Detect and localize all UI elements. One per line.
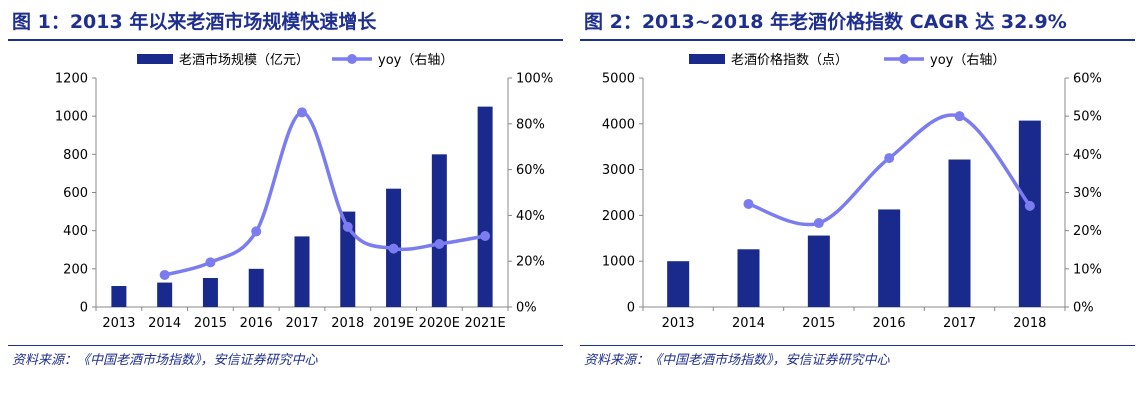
figure-2-top-rule: [580, 39, 1135, 41]
figure-1-title: 图 1：2013 年以来老酒市场规模快速增长: [12, 11, 377, 33]
figure-1: 图 1：2013 年以来老酒市场规模快速增长 0 200 400 600 800 1000…: [8, 0, 566, 401]
yoy-point: [434, 239, 445, 250]
left-tick-label: 400: [63, 224, 88, 239]
left-tick-label: 3000: [602, 163, 635, 178]
bar: [248, 268, 264, 307]
x-tick-label: 2013: [102, 316, 135, 331]
bar: [1018, 120, 1041, 308]
yoy-point: [884, 153, 895, 164]
bar: [111, 286, 127, 307]
figure-2: 图 2：2013~2018 年老酒价格指数 CAGR 达 32.9% 0 1000…: [580, 0, 1138, 401]
yoy-point: [743, 198, 754, 209]
legend-line-label: yoy（右轴）: [378, 53, 453, 68]
figure-2-source: 资料来源：《中国老酒市场指数》，安信证券研究中心: [584, 353, 890, 368]
left-tick-label: 0: [627, 301, 635, 316]
x-tick-label: 2015: [802, 316, 835, 331]
bar: [477, 106, 493, 307]
x-tick-label: 2018: [1013, 316, 1046, 331]
x-tick-label: 2017: [285, 316, 318, 331]
yoy-line: [164, 110, 486, 277]
right-tick-label: 40%: [1073, 148, 1102, 163]
x-tick-label: 2017: [943, 316, 976, 331]
right-tick-label: 80%: [516, 117, 545, 132]
legend-bar-label: 老酒价格指数（点）: [731, 52, 848, 68]
x-tick-label: 2014: [148, 316, 181, 331]
x-tick-label: 2021E: [464, 316, 505, 331]
x-tick-label: 2013: [662, 316, 695, 331]
left-tick-label: 1200: [55, 72, 88, 87]
bar: [340, 211, 356, 307]
left-tick-label: 1000: [602, 255, 635, 270]
right-tick-label: 60%: [516, 163, 545, 178]
figure-1-bottom-rule: [8, 345, 563, 346]
left-tick-label: 4000: [602, 117, 635, 132]
bar: [737, 249, 760, 307]
legend: 老酒市场规模（亿元） yoy（右轴）: [137, 52, 453, 68]
left-tick-label: 0: [80, 301, 88, 316]
bar: [294, 236, 310, 307]
x-tick-label: 2015: [194, 316, 227, 331]
figure-2-bottom-rule: [580, 345, 1135, 346]
yoy-line: [747, 113, 1032, 227]
figure-1-top-rule: [8, 39, 563, 41]
figure-2-title: 图 2：2013~2018 年老酒价格指数 CAGR 达 32.9%: [584, 11, 1067, 33]
legend-bar-swatch: [689, 54, 725, 64]
yoy-point: [480, 231, 491, 242]
x-tick-label: 2016: [873, 316, 906, 331]
left-tick-label: 5000: [602, 72, 635, 87]
figure-2-chart: 0 1000 2000 3000 4000 5000 0% 10% 20% 30% 40% 50% 60…: [602, 52, 1102, 331]
right-tick-label: 100%: [516, 72, 553, 87]
bar: [807, 235, 830, 307]
bar: [878, 209, 901, 307]
right-tick-label: 60%: [1073, 72, 1102, 87]
right-tick-label: 20%: [1073, 224, 1102, 239]
right-tick-label: 0%: [1073, 301, 1094, 316]
yoy-point: [251, 226, 262, 237]
figure-1-source: 资料来源：《中国老酒市场指数》，安信证券研究中心: [12, 353, 318, 368]
right-tick-label: 20%: [516, 255, 545, 270]
right-tick-label: 10%: [1073, 262, 1102, 277]
right-tick-label: 50%: [1073, 110, 1102, 125]
yoy-point: [205, 257, 216, 268]
bar: [157, 282, 173, 307]
left-tick-label: 1000: [55, 110, 88, 125]
yoy-point: [813, 218, 824, 229]
x-tick-label: 2014: [732, 316, 765, 331]
yoy-point: [159, 269, 170, 280]
left-tick-label: 800: [63, 148, 88, 163]
yoy-point: [388, 243, 399, 254]
x-tick-label: 2018: [331, 316, 364, 331]
legend-line-label: yoy（右轴）: [930, 53, 1005, 68]
yoy-point: [954, 111, 965, 122]
right-tick-label: 30%: [1073, 186, 1102, 201]
bar: [202, 277, 218, 307]
legend-bar-label: 老酒市场规模（亿元）: [179, 52, 309, 68]
legend-line-marker: [899, 54, 909, 64]
left-tick-label: 200: [63, 262, 88, 277]
yoy-point: [1024, 200, 1035, 211]
bar: [667, 261, 690, 307]
left-tick-label: 2000: [602, 209, 635, 224]
bar: [431, 154, 447, 307]
x-tick-label: 2020E: [419, 316, 460, 331]
left-tick-label: 600: [63, 186, 88, 201]
figure-1-chart: 0 200 400 600 800 1000 1200 0% 20% 40% 60% 80% 100% 2…: [55, 52, 553, 331]
bar: [948, 159, 971, 307]
legend: 老酒价格指数（点） yoy（右轴）: [689, 52, 1005, 68]
legend-bar-swatch: [137, 54, 173, 64]
yoy-point: [342, 221, 353, 232]
x-tick-label: 2019E: [373, 316, 414, 331]
yoy-point: [297, 107, 307, 118]
right-tick-label: 0%: [516, 301, 537, 316]
x-tick-label: 2016: [240, 316, 273, 331]
legend-line-marker: [347, 54, 357, 64]
right-tick-label: 40%: [516, 209, 545, 224]
